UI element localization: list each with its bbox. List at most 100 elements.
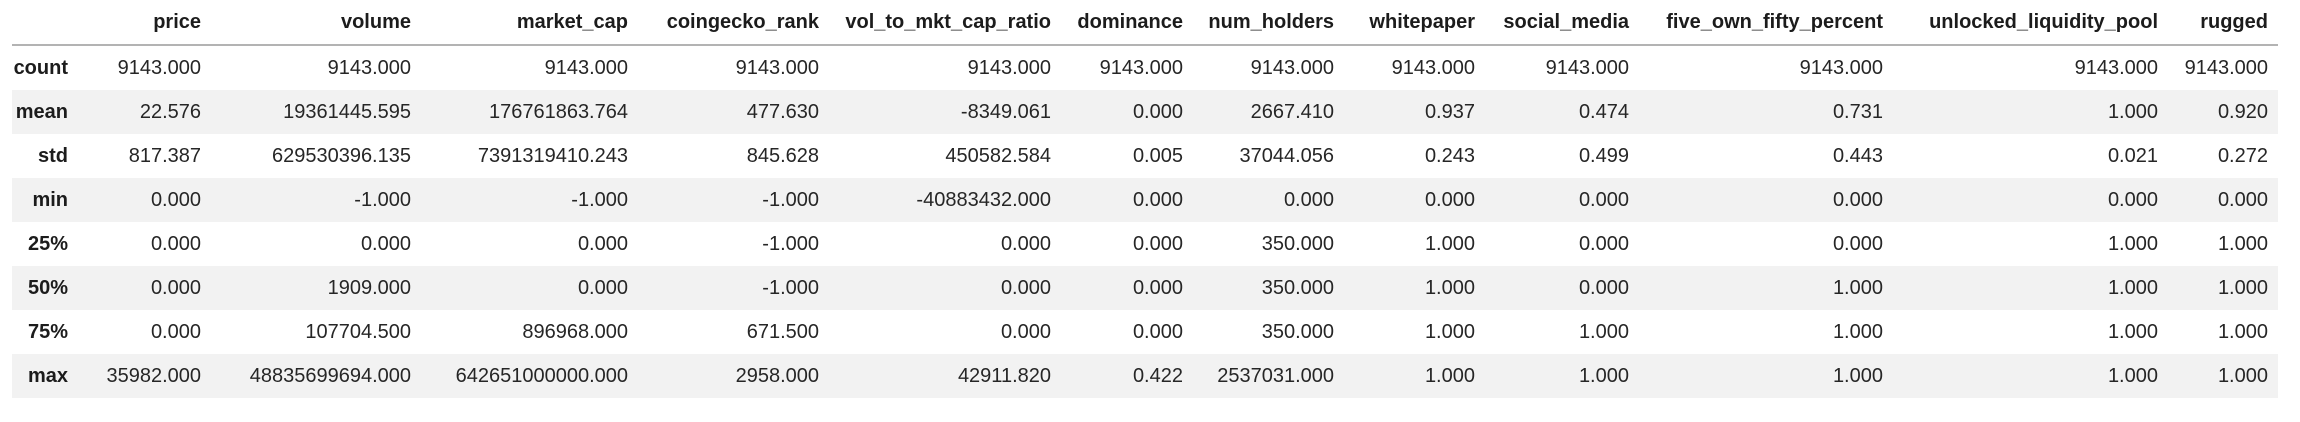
column-header: rugged — [2168, 0, 2278, 46]
column-header: dominance — [1061, 0, 1193, 46]
table-cell: 19361445.595 — [283, 100, 411, 123]
table-cell: -1.000 — [762, 276, 819, 299]
table-cell: 42911.820 — [957, 364, 1051, 387]
table-cell: 0.000 — [1832, 188, 1883, 211]
table-cell: 1.000 — [1832, 320, 1883, 343]
table-cell: 9143.000 — [327, 56, 411, 79]
table-cell: 0.005 — [1132, 144, 1183, 167]
table-cell: 48835699694.000 — [249, 364, 411, 387]
table-cell: 0.000 — [1832, 232, 1883, 255]
table-cell: 9143.000 — [967, 56, 1051, 79]
table-cell: 9143.000 — [1391, 56, 1475, 79]
column-header: social_media — [1485, 0, 1639, 46]
table-cell: 817.387 — [128, 144, 201, 167]
table-cell: 671.500 — [746, 320, 819, 343]
table-cell: 107704.500 — [305, 320, 411, 343]
table-cell: 9143.000 — [2074, 56, 2158, 79]
column-header: price — [78, 0, 211, 46]
table-cell: 37044.056 — [1239, 144, 1334, 167]
table-cell: 22.576 — [139, 100, 201, 123]
table-cell: 9143.000 — [1250, 56, 1334, 79]
table-cell: 9143.000 — [1099, 56, 1183, 79]
row-label: 50% — [27, 276, 68, 299]
table-cell: 1.000 — [2107, 100, 2158, 123]
table-cell: 0.731 — [1832, 100, 1883, 123]
column-header: five_own_fifty_percent — [1639, 0, 1893, 46]
table-cell: 1.000 — [1578, 320, 1629, 343]
table-cell: 0.443 — [1832, 144, 1883, 167]
table-cell: 1.000 — [1424, 320, 1475, 343]
table-cell: 0.000 — [1000, 320, 1051, 343]
table-row: 50% 0.000 1909.000 0.000 -1.000 0.000 0.000 350… — [12, 266, 2278, 310]
table-cell: 1.000 — [2107, 364, 2158, 387]
table-cell: 0.272 — [2217, 144, 2268, 167]
table-cell: 9143.000 — [1545, 56, 1629, 79]
row-label: max — [27, 364, 68, 387]
table-cell: 0.000 — [577, 276, 628, 299]
table-cell: 0.000 — [1000, 276, 1051, 299]
table-cell: 0.000 — [1132, 188, 1183, 211]
column-header: volume — [211, 0, 421, 46]
table-row: mean 22.576 19361445.595 176761863.764 477.6… — [12, 90, 2278, 134]
table-cell: 0.000 — [2217, 188, 2268, 211]
table-cell: -40883432.000 — [916, 188, 1051, 211]
table-cell: 0.000 — [1578, 232, 1629, 255]
table-cell: 1.000 — [1832, 276, 1883, 299]
table-row: 75% 0.000 107704.500 896968.000 671.500 0.000… — [12, 310, 2278, 354]
table-cell: 1909.000 — [327, 276, 411, 299]
table-cell: 896968.000 — [522, 320, 628, 343]
table-cell: -1.000 — [762, 232, 819, 255]
table-cell: 0.000 — [1283, 188, 1334, 211]
table-cell: 1.000 — [1424, 276, 1475, 299]
table-cell: 1.000 — [2107, 320, 2158, 343]
table-cell: 629530396.135 — [271, 144, 411, 167]
column-header: unlocked_liquidity_pool — [1893, 0, 2168, 46]
table-cell: 2537031.000 — [1217, 364, 1334, 387]
table-row: count 9143.000 9143.000 9143.000 9143.000 914… — [12, 45, 2278, 90]
table-cell: 7391319410.243 — [477, 144, 628, 167]
table-header: price volume market_cap coingecko_rank vol_t… — [12, 0, 2278, 46]
table-cell: 2667.410 — [1250, 100, 1334, 123]
table-cell: 1.000 — [2217, 276, 2268, 299]
table-cell: 0.937 — [1424, 100, 1475, 123]
table-cell: 9143.000 — [117, 56, 201, 79]
column-header: vol_to_mkt_cap_ratio — [829, 0, 1061, 46]
table-cell: 0.000 — [150, 188, 201, 211]
table-cell: 1.000 — [1578, 364, 1629, 387]
table-cell: 0.000 — [1578, 188, 1629, 211]
table-cell: 1.000 — [1424, 364, 1475, 387]
table-cell: 0.474 — [1578, 100, 1629, 123]
table-cell: 0.000 — [577, 232, 628, 255]
table-row: 25% 0.000 0.000 0.000 -1.000 0.000 0.000 350.00… — [12, 222, 2278, 266]
row-label: count — [13, 56, 68, 79]
row-label: mean — [15, 100, 68, 123]
table-cell: 0.000 — [1132, 100, 1183, 123]
column-header: coingecko_rank — [638, 0, 829, 46]
table-cell: 350.000 — [1261, 232, 1334, 255]
table-cell: 1.000 — [1832, 364, 1883, 387]
table-body: count 9143.000 9143.000 9143.000 9143.000 914… — [12, 45, 2278, 398]
table-cell: 845.628 — [746, 144, 819, 167]
table-cell: 0.000 — [360, 232, 411, 255]
table-cell: 0.000 — [1132, 232, 1183, 255]
table-cell: 0.000 — [1000, 232, 1051, 255]
row-label: 25% — [27, 232, 68, 255]
table-cell: 0.000 — [2107, 188, 2158, 211]
table-cell: 35982.000 — [106, 364, 201, 387]
table-cell: -8349.061 — [960, 100, 1051, 123]
table-cell: 0.000 — [1132, 320, 1183, 343]
table-cell: 0.000 — [1424, 188, 1475, 211]
table-cell: 0.000 — [150, 320, 201, 343]
row-label: min — [32, 188, 68, 211]
table-cell: 350.000 — [1261, 276, 1334, 299]
table-cell: -1.000 — [571, 188, 628, 211]
table-cell: 176761863.764 — [488, 100, 628, 123]
table-cell: -1.000 — [762, 188, 819, 211]
table-cell: -1.000 — [354, 188, 411, 211]
table-row: min 0.000 -1.000 -1.000 -1.000 -40883432.000 0… — [12, 178, 2278, 222]
row-label: 75% — [27, 320, 68, 343]
table-cell: 0.000 — [150, 276, 201, 299]
table-cell: 0.499 — [1578, 144, 1629, 167]
column-header: whitepaper — [1344, 0, 1485, 46]
table-cell: 1.000 — [2107, 232, 2158, 255]
